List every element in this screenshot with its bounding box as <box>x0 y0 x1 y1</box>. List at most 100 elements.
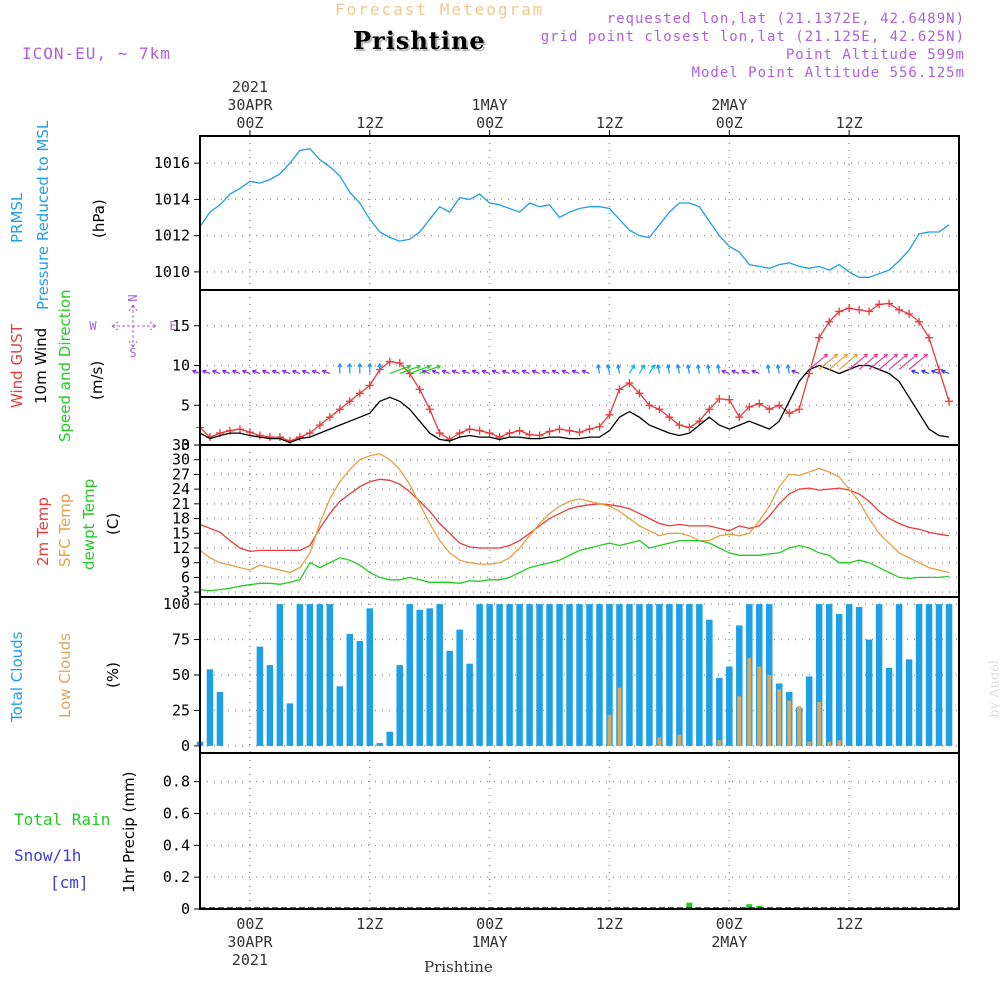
wind-arrow <box>571 370 580 375</box>
bar-total-clouds <box>815 604 823 746</box>
wind-arrow-head <box>656 364 661 369</box>
gust-marker <box>355 389 364 398</box>
bar-total-clouds <box>905 659 913 746</box>
wind-arrow <box>302 370 311 375</box>
wind-arrow <box>628 364 635 374</box>
time-label-top: 30APR <box>227 96 273 114</box>
bar-total-clouds <box>676 604 683 746</box>
gust-marker <box>895 305 904 314</box>
wind-arrow-head <box>775 364 781 369</box>
gust-marker <box>255 431 264 440</box>
wind-arrow <box>511 370 520 375</box>
wind-arrow-head <box>426 364 431 370</box>
time-label-top: 12Z <box>596 114 623 132</box>
wind-arrow-head <box>311 369 317 375</box>
wind-arrow-head <box>471 369 477 375</box>
wind-arrow <box>848 353 868 370</box>
series-dewpt-temp <box>199 539 950 592</box>
gust-marker <box>865 307 874 316</box>
time-label-top: 2021 <box>232 78 268 96</box>
bar-low-clouds <box>787 700 792 746</box>
wind-arrow-head <box>853 353 859 358</box>
wind-arrow-head <box>696 364 701 369</box>
bar-total-clouds <box>626 604 633 746</box>
gust-marker <box>905 309 914 318</box>
wind-arrow <box>551 370 560 375</box>
bar-total-clouds <box>915 604 923 746</box>
bar-total-clouds <box>326 604 334 746</box>
wind-arrow-head <box>791 369 796 375</box>
wind-arrow <box>657 364 660 374</box>
wind-arrow <box>242 370 251 375</box>
time-label-top: 2MAY <box>711 96 747 114</box>
bar-total-clouds <box>506 604 513 746</box>
bar-total-clouds <box>306 604 314 746</box>
bar-total-clouds <box>316 604 324 746</box>
wind-arrow-head <box>192 369 197 375</box>
model-label: ICON-EU, ~ 7km <box>22 44 171 63</box>
gust-marker <box>755 399 764 408</box>
series-sfc-temp <box>199 453 950 574</box>
bar-total-clouds <box>296 604 304 746</box>
bar-total-clouds <box>825 604 833 746</box>
wind-arrow-head <box>461 369 467 375</box>
bar-low-clouds <box>657 737 662 746</box>
bar-low-clouds <box>837 740 842 746</box>
wind-arrow-head <box>337 363 343 368</box>
compass-s: S <box>129 346 136 360</box>
wind-arrow-head <box>911 369 916 375</box>
wind-arrow <box>541 370 550 375</box>
wind-arrow <box>282 370 291 375</box>
bar-total-clouds <box>875 604 883 746</box>
requested-coords: requested lon,lat (21.1372E, 42.6489N) <box>606 11 965 27</box>
bar-total-clouds <box>686 604 693 746</box>
wind-arrow <box>911 370 920 375</box>
gust-marker <box>685 423 694 432</box>
gust-marker <box>385 357 394 366</box>
bar-total-clouds <box>696 604 703 746</box>
wind-arrow-head <box>301 369 307 375</box>
wind-arrow-head <box>843 353 849 358</box>
wind-arrow-head <box>271 369 277 375</box>
wind-arrow <box>292 370 301 375</box>
precip-legend-unit: [cm] <box>50 873 89 892</box>
wind-arrow-head <box>481 369 487 375</box>
gust-marker <box>825 317 834 326</box>
gust-marker <box>235 425 244 434</box>
gust-marker <box>515 426 524 435</box>
bar-total-clouds <box>925 604 933 746</box>
ytick-label: 6 <box>181 568 190 586</box>
bar-total-clouds <box>336 686 344 746</box>
gust-marker <box>545 427 554 436</box>
wind-arrow-head <box>686 364 691 369</box>
time-label-top: 12Z <box>356 114 383 132</box>
gust-marker <box>665 413 674 422</box>
bar-total-clouds <box>466 663 473 746</box>
gust-marker <box>705 405 714 414</box>
bar-total-clouds <box>736 625 743 746</box>
wind-arrow <box>921 370 930 375</box>
grid-coords: grid point closest lon,lat (21.125E, 42.… <box>540 29 965 45</box>
time-label-top: 00Z <box>716 114 743 132</box>
gust-marker <box>565 426 574 435</box>
bar-total-clouds <box>266 665 274 746</box>
bar-total-clouds <box>426 608 433 746</box>
bar-total-clouds <box>476 604 483 746</box>
wind-arrow <box>491 370 500 375</box>
wind-arrow <box>441 370 450 375</box>
wind-arrow <box>617 364 621 374</box>
bar-total-clouds <box>586 604 593 746</box>
wind-arrow <box>431 370 440 375</box>
wind-arrow-head <box>941 369 946 375</box>
gust-marker <box>695 417 704 426</box>
bar-total-clouds <box>276 604 284 746</box>
wind-arrow <box>721 370 730 375</box>
wind-arrow-head <box>785 364 791 369</box>
wind-arrow-head <box>441 369 447 375</box>
bar-total-clouds <box>895 604 903 746</box>
bar-total-clouds <box>835 614 843 746</box>
time-label-top: 00Z <box>476 114 503 132</box>
wind-arrow-head <box>721 369 726 375</box>
wind-arrow <box>838 353 858 370</box>
ytick-label: 21 <box>172 495 190 513</box>
